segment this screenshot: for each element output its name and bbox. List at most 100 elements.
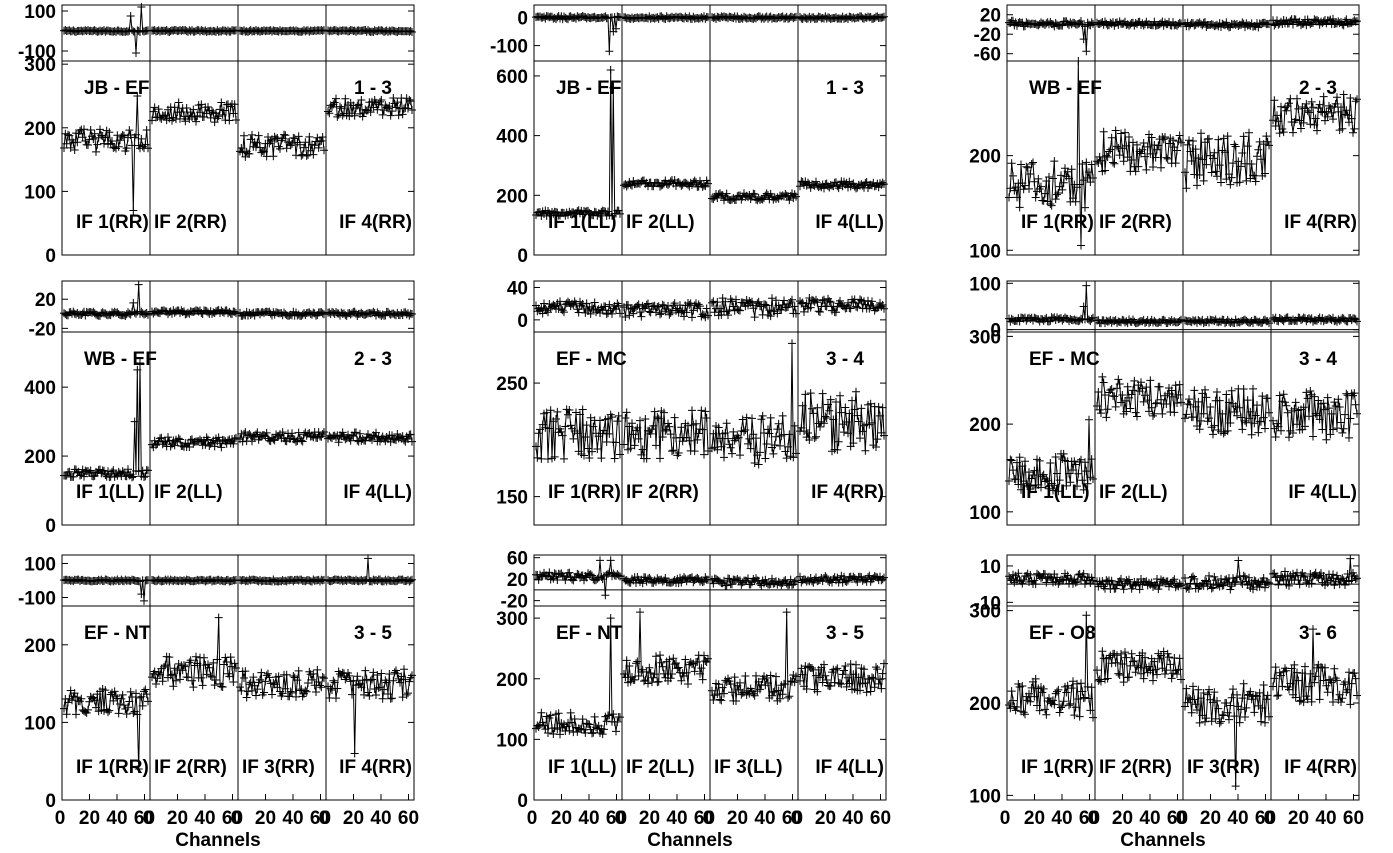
p31-if-label-2: IF 2(RR) [154,757,227,778]
data-point [1205,134,1213,143]
p31-xtick-label: 20 [79,808,100,829]
data-point [1053,687,1061,696]
data-point [601,591,610,600]
p23-baseline-label: EF - MC [1029,349,1100,370]
p22-amplitude-markers-if2 [620,406,712,463]
data-point [1062,688,1071,697]
p23-amplitude-ytick-label: 200 [969,415,1001,436]
p31-xtick-label: 60 [398,808,419,829]
data-point [1130,376,1139,385]
data-point [1265,141,1273,150]
data-point [361,436,370,445]
data-point [318,429,327,438]
data-point [581,432,590,441]
data-point [834,184,843,193]
p12-phase-ytick-label: -100 [490,37,528,58]
p31-x-axis-title: Channels [175,830,261,851]
data-point [137,134,146,143]
data-point [1117,649,1125,658]
data-point [1339,90,1348,99]
data-point [738,415,747,424]
data-point [1215,161,1224,170]
data-point [357,96,366,105]
data-point [405,95,414,104]
p11-amplitude-markers-if1 [60,91,152,215]
p22-amplitude-markers-if1 [532,405,624,463]
data-point [176,435,184,444]
p31-amplitude-series-if4 [327,669,413,754]
data-point [597,454,606,463]
data-point [1131,167,1140,176]
p31-xtick-label: 20 [343,808,364,829]
data-point [264,669,272,678]
data-point [1146,376,1155,385]
data-point [1247,160,1256,169]
data-point [1121,128,1129,137]
p21-phase-ytick-label: 20 [35,290,56,311]
data-point [873,665,882,674]
data-point [1289,20,1297,29]
data-point [788,339,796,348]
data-point [392,666,400,675]
data-point [1263,137,1272,146]
data-point [320,146,328,155]
data-point [266,136,275,145]
data-point [286,141,295,150]
data-point [1271,433,1280,442]
data-point [1193,181,1201,190]
data-point [1231,142,1240,151]
data-point [660,669,668,678]
data-point [1175,380,1184,389]
data-point [174,434,183,443]
data-point [245,149,254,158]
data-point [325,109,334,118]
data-point [104,467,112,476]
data-point [238,148,247,157]
data-point [329,676,338,685]
data-point [1294,104,1303,113]
data-point [1097,409,1105,418]
p31-phase-ytick-label: -100 [18,589,56,610]
data-point [769,449,778,458]
data-point [1117,398,1125,407]
data-point [840,428,848,437]
data-point [406,26,415,35]
data-point [1134,162,1143,171]
data-point [258,147,267,156]
data-point [192,117,200,126]
data-point [86,466,95,475]
p13-phase-markers-if3 [1181,17,1273,32]
data-point [532,442,540,451]
data-point [1182,184,1191,193]
data-point [1007,456,1016,465]
data-point [218,110,227,119]
data-point [801,390,810,399]
p11-phase-markers-if4 [324,26,416,36]
data-point [1351,17,1360,26]
data-point [1209,430,1217,439]
data-point [309,150,318,159]
data-point [670,413,679,422]
data-point [1225,715,1233,724]
data-point [248,437,256,446]
data-point [84,140,92,149]
data-point [1151,153,1160,162]
data-point [126,687,135,696]
p22-phase-markers-if4 [796,294,888,317]
data-point [1149,162,1157,171]
p32-amplitude-markers-if2 [620,608,712,688]
p32-xtick-label: 20 [551,808,572,829]
data-point [232,433,240,442]
p23-amplitude-markers-if2 [1093,372,1185,422]
data-point [1129,386,1137,395]
data-point [232,663,240,672]
p32-x-axis-title: Channels [647,830,733,851]
data-point [368,675,376,684]
data-point [1115,151,1124,160]
data-point [560,454,568,463]
data-point [1285,433,1293,442]
data-point [126,12,135,20]
data-point [144,697,152,706]
data-point [140,596,148,605]
